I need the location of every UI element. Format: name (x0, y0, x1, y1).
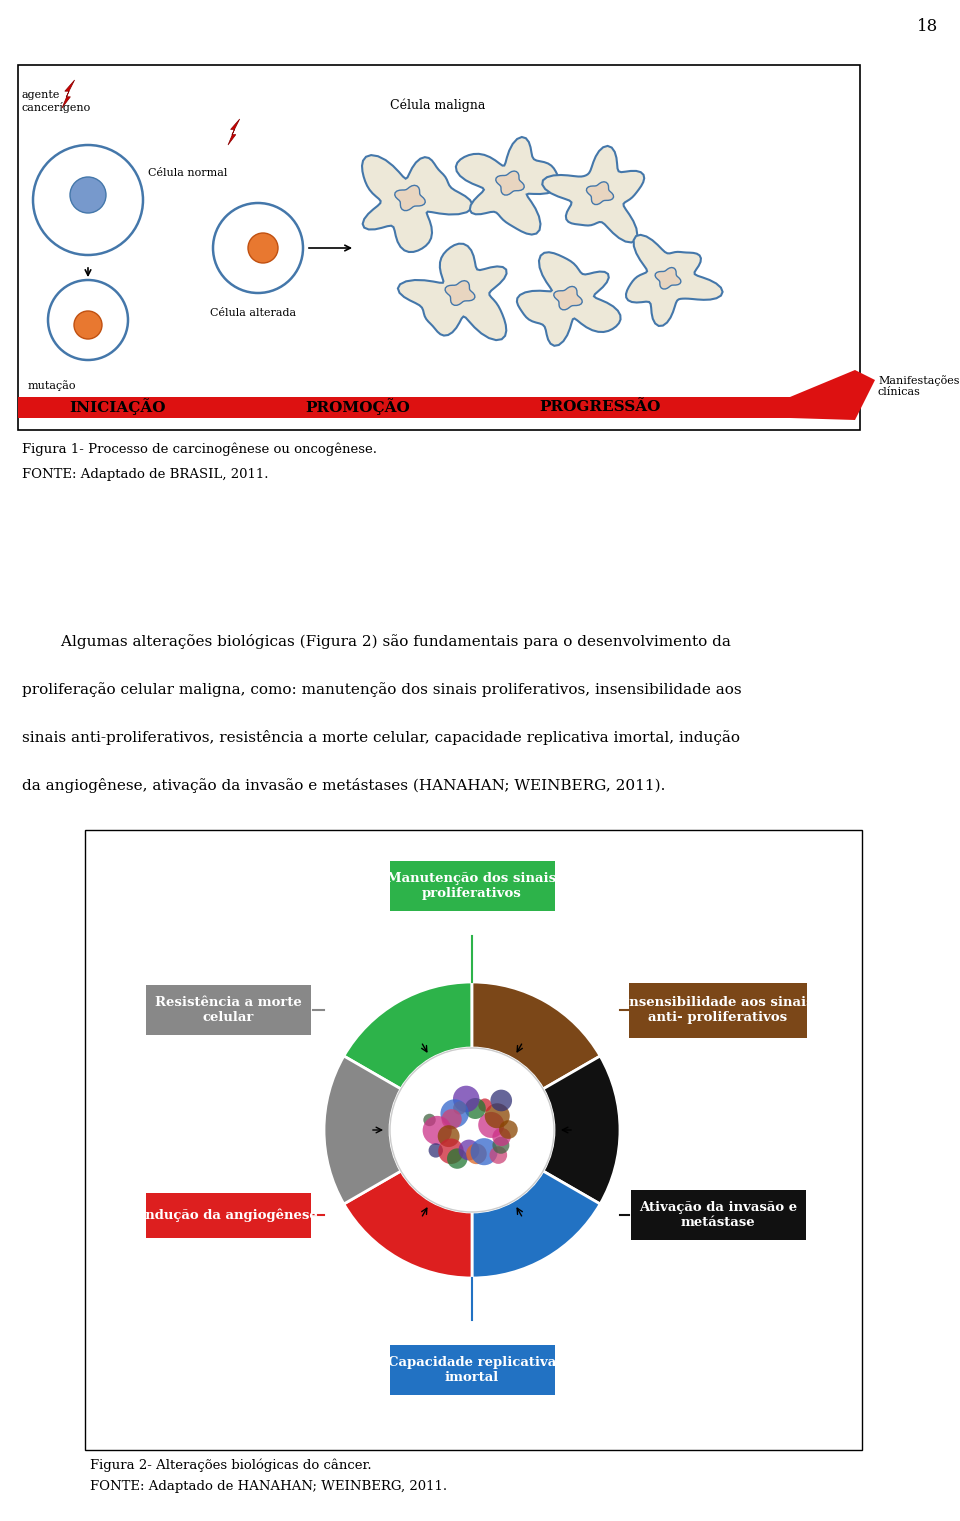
Text: Célula alterada: Célula alterada (210, 307, 296, 318)
Text: mutação: mutação (28, 380, 77, 391)
Circle shape (442, 1109, 462, 1129)
Wedge shape (472, 983, 600, 1089)
Polygon shape (228, 119, 240, 144)
Circle shape (492, 1136, 510, 1154)
Circle shape (423, 1113, 436, 1126)
Circle shape (422, 1116, 452, 1145)
Bar (390, 1345, 555, 1395)
Text: sinais anti-proliferativos, resistência a morte celular, capacidade replicativa : sinais anti-proliferativos, resistência … (22, 730, 740, 745)
Circle shape (74, 310, 102, 339)
Wedge shape (344, 983, 472, 1089)
Text: Manutenção dos sinais
proliferativos: Manutenção dos sinais proliferativos (388, 872, 557, 900)
Circle shape (459, 1139, 479, 1161)
Circle shape (453, 1101, 467, 1115)
Text: PROGRESSÃO: PROGRESSÃO (540, 400, 660, 414)
Circle shape (478, 1112, 504, 1138)
Circle shape (70, 176, 106, 213)
Polygon shape (542, 146, 644, 242)
Text: Resistência a morte
celular: Resistência a morte celular (155, 996, 301, 1024)
Text: Célula maligna: Célula maligna (390, 97, 486, 111)
Wedge shape (324, 1056, 401, 1205)
Text: proliferação celular maligna, como: manutenção dos sinais proliferativos, insens: proliferação celular maligna, como: manu… (22, 681, 742, 697)
Text: Figura 2- Alterações biológicas do câncer.: Figura 2- Alterações biológicas do cânce… (90, 1459, 372, 1471)
Polygon shape (395, 186, 425, 210)
Polygon shape (362, 155, 472, 252)
Circle shape (478, 1098, 492, 1112)
Circle shape (492, 1127, 511, 1147)
Circle shape (33, 144, 143, 256)
Text: Ativação da invasão e
metástase: Ativação da invasão e metástase (639, 1202, 797, 1229)
Bar (146, 1192, 310, 1238)
Circle shape (428, 1144, 443, 1157)
Polygon shape (62, 81, 75, 108)
Circle shape (499, 1121, 517, 1139)
Circle shape (467, 1144, 487, 1164)
Bar (146, 986, 310, 1034)
Text: Insensibilidade aos sinais
anti- proliferativos: Insensibilidade aos sinais anti- prolife… (623, 996, 813, 1024)
Polygon shape (790, 370, 875, 420)
Circle shape (248, 233, 278, 263)
Bar (85, 830, 862, 1450)
Text: Célula normal: Célula normal (148, 167, 228, 178)
Circle shape (453, 1086, 479, 1112)
Circle shape (441, 1100, 468, 1127)
Text: da angiogênese, ativação da invasão e metástases (HANAHAN; WEINBERG, 2011).: da angiogênese, ativação da invasão e me… (22, 779, 665, 792)
Polygon shape (397, 243, 507, 341)
Text: agente
cancerígeno: agente cancerígeno (22, 90, 91, 113)
Polygon shape (655, 268, 681, 289)
Text: Figura 1- Processo de carcinogênese ou oncogênese.: Figura 1- Processo de carcinogênese ou o… (22, 443, 377, 456)
Circle shape (213, 202, 303, 294)
Text: INICIAÇÃO: INICIAÇÃO (70, 399, 166, 415)
Bar (18, 397, 790, 418)
Text: Capacidade replicativa
imortal: Capacidade replicativa imortal (388, 1357, 556, 1384)
Circle shape (438, 1126, 460, 1147)
Circle shape (465, 1098, 486, 1119)
Circle shape (485, 1103, 510, 1129)
Polygon shape (587, 183, 613, 204)
Circle shape (490, 1147, 507, 1164)
Text: Indução da angiogênese: Indução da angiogênese (138, 1208, 318, 1221)
Text: Manifestações
clínicas: Manifestações clínicas (878, 376, 959, 397)
Circle shape (447, 1148, 468, 1168)
Text: FONTE: Adaptado de HANAHAN; WEINBERG, 2011.: FONTE: Adaptado de HANAHAN; WEINBERG, 20… (90, 1480, 447, 1494)
Bar (629, 983, 807, 1037)
Polygon shape (516, 252, 620, 345)
Circle shape (470, 1138, 497, 1165)
Wedge shape (472, 1171, 600, 1278)
Text: PROMOÇÃO: PROMOÇÃO (305, 399, 410, 415)
Circle shape (438, 1139, 464, 1164)
Circle shape (491, 1089, 512, 1112)
Text: Algumas alterações biológicas (Figura 2) são fundamentais para o desenvolvimento: Algumas alterações biológicas (Figura 2)… (22, 634, 731, 649)
Polygon shape (554, 286, 583, 310)
Circle shape (48, 280, 128, 360)
Polygon shape (495, 170, 524, 195)
Text: FONTE: Adaptado de BRASIL, 2011.: FONTE: Adaptado de BRASIL, 2011. (22, 468, 269, 481)
Bar (390, 861, 555, 911)
Polygon shape (626, 234, 723, 325)
Polygon shape (456, 137, 560, 234)
Wedge shape (344, 1171, 472, 1278)
Bar (18, 65, 860, 430)
Circle shape (390, 1048, 554, 1212)
Wedge shape (543, 1056, 620, 1205)
Polygon shape (445, 281, 475, 306)
Bar (631, 1189, 805, 1240)
Text: 18: 18 (918, 18, 939, 35)
